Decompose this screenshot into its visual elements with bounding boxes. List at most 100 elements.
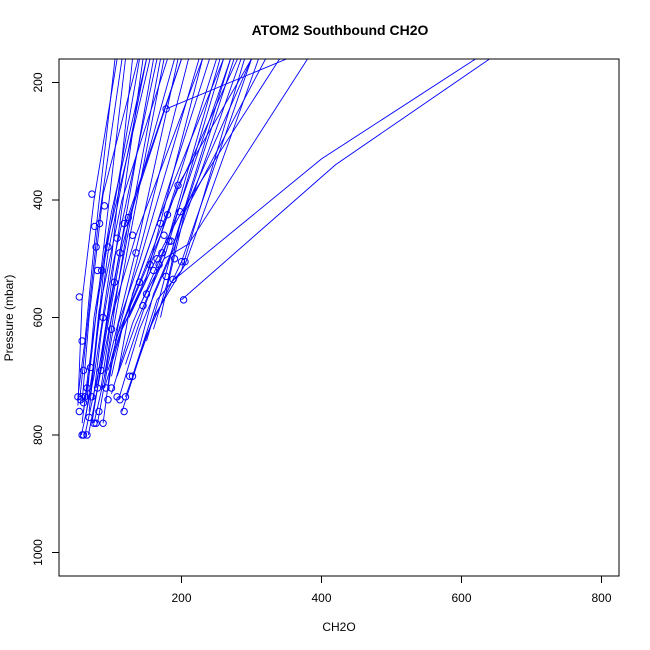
series-line-10: [81, 59, 139, 403]
data-point: [75, 293, 84, 301]
data-point: [78, 337, 86, 345]
data-point: [95, 407, 103, 416]
series-line-15: [118, 59, 242, 400]
data-point: [142, 290, 151, 298]
data-point: [155, 260, 163, 269]
data-point: [169, 275, 177, 284]
data-point: [158, 249, 166, 257]
data-point: [163, 210, 172, 219]
data-point: [88, 190, 96, 198]
data-point: [176, 208, 184, 216]
series-line-7: [77, 59, 116, 397]
data-point: [113, 234, 121, 242]
series-line-17: [125, 59, 259, 397]
series-line-3: [93, 59, 165, 424]
data-point: [110, 278, 119, 286]
data-point: [121, 393, 130, 401]
series-line-21: [114, 59, 238, 342]
data-point: [92, 419, 100, 427]
data-point: [100, 202, 109, 210]
y-tick-label: 400: [31, 190, 45, 210]
data-point: [97, 366, 105, 375]
x-axis: 200 400 600 800: [171, 575, 612, 605]
data-point: [160, 231, 168, 239]
y-tick-label: 800: [31, 425, 45, 445]
data-point: [135, 278, 144, 286]
series-line-44: [92, 59, 158, 400]
series-line-24: [139, 59, 308, 306]
data-point: [146, 260, 154, 269]
data-point: [181, 257, 189, 266]
data-point: [120, 407, 128, 416]
series-line-32: [100, 59, 203, 389]
data-point: [107, 325, 116, 333]
series-line-37: [111, 59, 203, 377]
data-point: [88, 393, 96, 401]
series-line-16: [121, 59, 252, 412]
data-point: [92, 243, 100, 251]
series-line-25: [181, 59, 490, 301]
data-point: [128, 231, 137, 239]
x-axis-label: CH2O: [322, 620, 355, 634]
x-tick-label: 600: [451, 591, 471, 605]
series-line-40: [104, 59, 182, 377]
data-point: [79, 366, 88, 375]
data-point: [165, 237, 173, 245]
data-point: [120, 219, 128, 228]
series-line-39: [125, 59, 221, 365]
data-point: [116, 249, 124, 257]
series-line-9: [77, 59, 118, 406]
data-point: [124, 213, 133, 222]
data-point: [81, 393, 89, 401]
series-line-28: [146, 59, 231, 342]
series-line-36: [107, 59, 200, 389]
series-line-43: [88, 59, 151, 412]
data-point: [170, 255, 179, 263]
data-point: [132, 249, 140, 257]
series-line-22: [121, 59, 252, 330]
data-point: [99, 419, 107, 427]
data-point: [139, 302, 147, 310]
data-point: [174, 181, 182, 190]
y-tick-label: 600: [31, 307, 45, 327]
series-line-18: [132, 59, 245, 377]
data-point: [156, 219, 165, 228]
data-point: [83, 384, 91, 392]
data-point: [102, 384, 110, 392]
data-point: [162, 272, 170, 281]
series-line-4: [97, 59, 179, 424]
x-tick-label: 800: [591, 591, 611, 605]
series-line-2: [87, 59, 161, 436]
series-line-29: [153, 59, 252, 330]
y-tick-label: 1000: [31, 539, 45, 566]
data-point: [79, 431, 88, 439]
series-line-41: [97, 59, 175, 389]
plot-frame: [58, 58, 620, 577]
data-point: [93, 384, 102, 392]
data-point: [107, 384, 116, 392]
data-point: [167, 237, 175, 245]
series-line-26: [174, 59, 476, 280]
data-point: [90, 419, 98, 427]
data-point: [128, 372, 137, 380]
data-point: [86, 363, 95, 372]
data-point: [179, 296, 188, 304]
data-point: [126, 372, 134, 380]
data-point: [104, 243, 112, 251]
data-point: [98, 266, 106, 275]
y-tick-label: 200: [31, 72, 45, 92]
data-point: [149, 266, 158, 275]
chart-title: ATOM2 Southbound CH2O: [252, 22, 429, 38]
data-point: [116, 396, 124, 404]
data-point: [93, 266, 102, 275]
data-point: [177, 257, 186, 266]
series-line-33: [118, 59, 224, 371]
series-line-31: [95, 59, 182, 389]
y-axis-label: Pressure (mbar): [2, 275, 16, 362]
data-point: [95, 219, 104, 228]
data-point: [104, 396, 112, 404]
series-line-34: [91, 59, 144, 424]
data-point: [99, 313, 107, 322]
series-line-38: [139, 59, 235, 347]
